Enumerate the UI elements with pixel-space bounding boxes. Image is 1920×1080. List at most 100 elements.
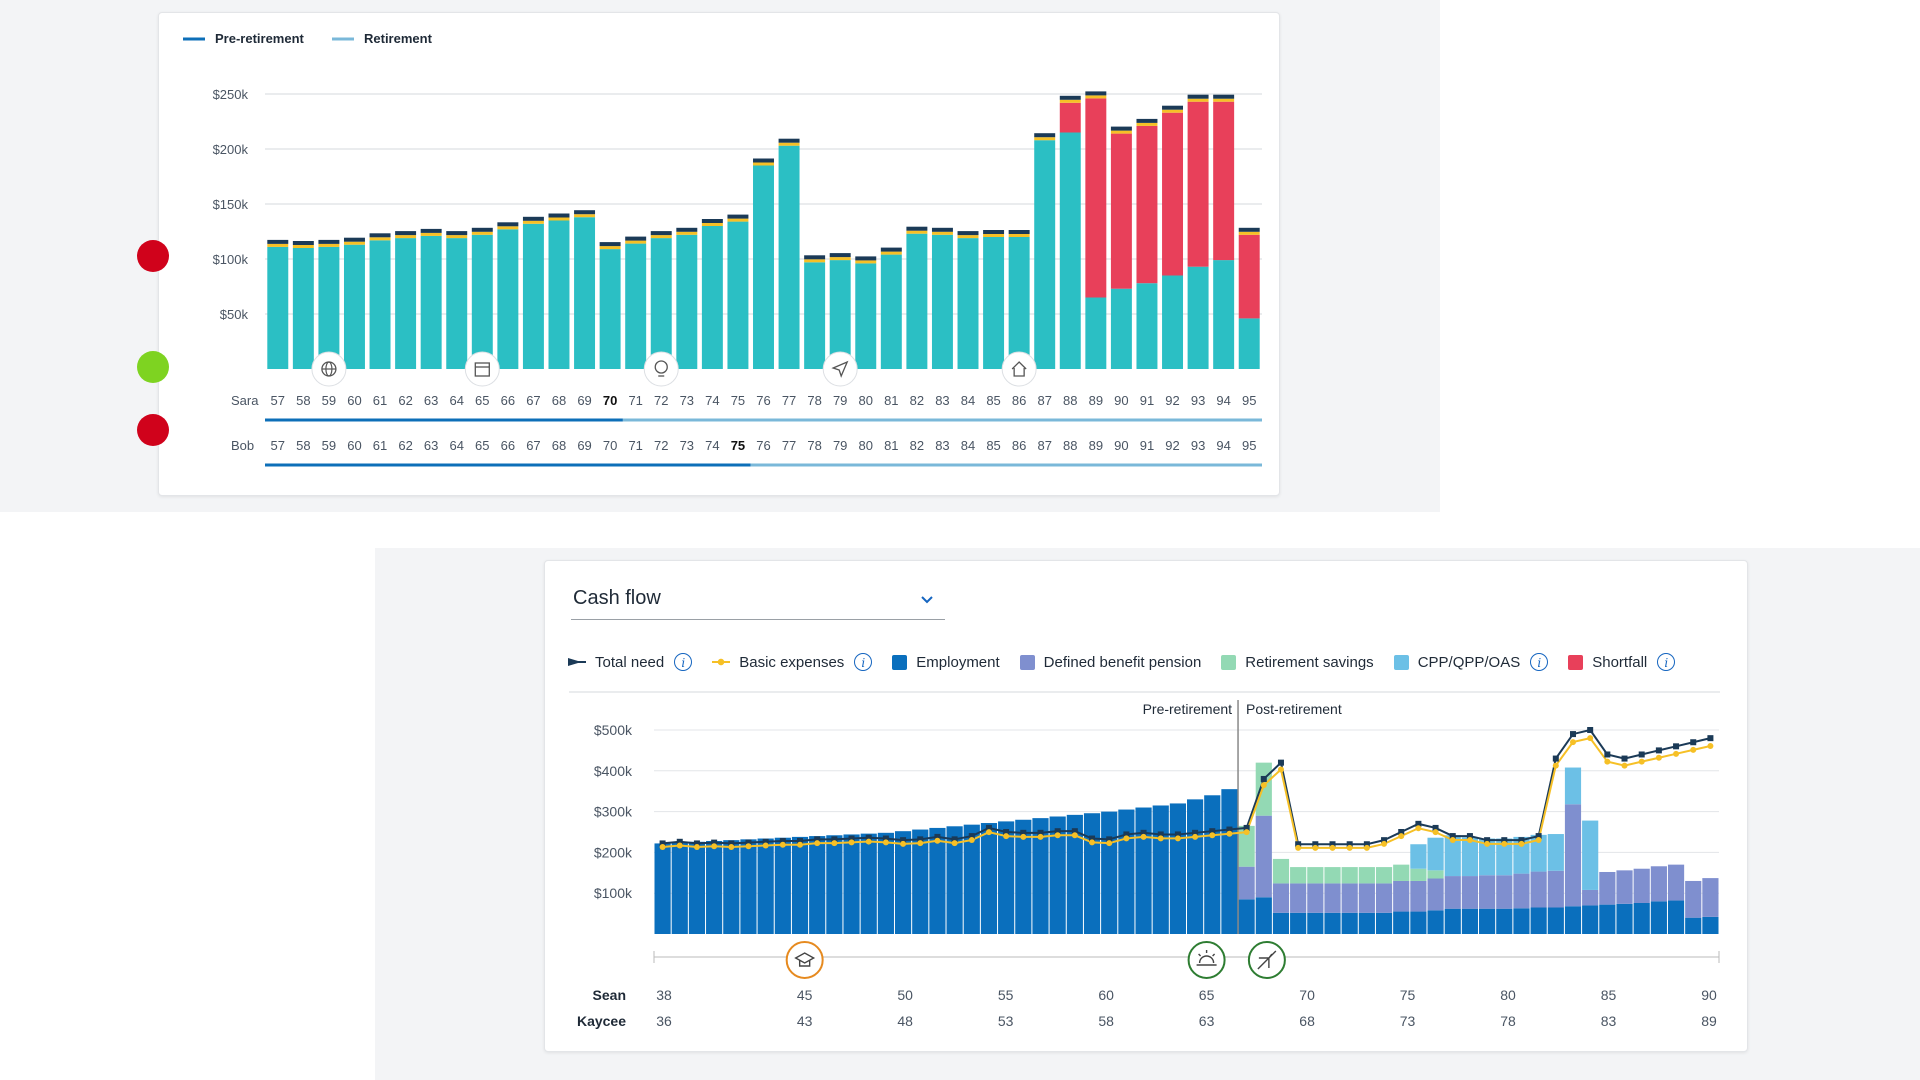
basic-expenses-point [1209, 832, 1216, 839]
legend-label: Defined benefit pension [1043, 653, 1202, 671]
bar-employment [1307, 912, 1324, 934]
bar-employment [1702, 916, 1719, 934]
bar-expense-line [1085, 95, 1107, 99]
total-need-point [1123, 831, 1130, 838]
basic-expenses-point [1174, 835, 1181, 842]
age-label: 84 [961, 438, 975, 453]
bar-teal [829, 260, 851, 369]
event-marker[interactable] [1247, 941, 1286, 979]
event-marker[interactable] [1187, 941, 1226, 979]
graduation-cap-icon [785, 941, 824, 979]
age-tick-label: 43 [797, 1013, 813, 1029]
bar-retirement-savings [1238, 825, 1255, 867]
age-label: 77 [782, 438, 796, 453]
bar-expense-line [829, 257, 851, 261]
bar-expense-line [395, 235, 417, 239]
status-dot-green [137, 351, 169, 383]
bar-expense-line [701, 223, 723, 226]
bar-expense-line [522, 220, 544, 224]
legend-item[interactable]: Total need i [568, 653, 693, 671]
total-need-point [1174, 831, 1181, 838]
age-label: 67 [526, 438, 540, 453]
legend-item[interactable]: Basic expenses i [712, 653, 873, 671]
bar-expense-line [931, 231, 953, 235]
age-tick-label: 53 [998, 1013, 1014, 1029]
bar-employment [946, 826, 963, 934]
info-icon[interactable]: i [674, 653, 693, 671]
bar-shortfall [1162, 112, 1184, 276]
legend-item[interactable]: CPP/QPP/OAS i [1393, 653, 1549, 671]
bar-retirement-savings [1427, 870, 1444, 879]
bar-db-pension [1255, 815, 1272, 898]
bar-expense-line [599, 246, 621, 250]
legend-item[interactable]: Defined benefit pension [1019, 653, 1202, 671]
bar-cpp [1410, 844, 1427, 869]
bar-retirement-savings [1324, 867, 1341, 884]
event-marker[interactable] [822, 351, 858, 387]
info-icon[interactable]: i [1530, 653, 1549, 671]
bar-retirement-savings [1410, 868, 1427, 881]
info-icon[interactable]: i [1657, 653, 1676, 671]
basic-expenses-point [1484, 840, 1491, 847]
bar-teal [1034, 140, 1056, 369]
bar-cpp [1461, 837, 1479, 877]
age-label: 77 [782, 393, 796, 408]
total-need-point [1346, 841, 1353, 848]
age-label: 79 [833, 393, 847, 408]
bar-teal [446, 238, 468, 369]
total-need-point [1157, 831, 1164, 838]
age-label: 80 [859, 393, 873, 408]
age-tick-label: 78 [1500, 1013, 1516, 1029]
bar-expense-line [650, 235, 672, 239]
lightbulb-icon-bulb [654, 360, 668, 374]
basic-expenses-point [745, 843, 752, 850]
basic-expenses-point [1655, 754, 1662, 761]
y-tick-label: $400k [594, 763, 633, 779]
info-icon[interactable]: i [854, 653, 873, 671]
basic-expenses-point [1449, 836, 1456, 843]
chart-type-dropdown[interactable]: Cash flow [571, 585, 945, 620]
bar-db-pension [1633, 868, 1650, 903]
bar-employment [1530, 907, 1547, 934]
total-need-point [762, 838, 769, 845]
age-label: 83 [935, 438, 949, 453]
legend-item[interactable]: Retirement savings [1221, 654, 1374, 671]
bar-db-pension [1238, 866, 1255, 900]
bar-employment [1272, 912, 1290, 934]
age-tick-label: 60 [1098, 987, 1114, 1003]
bar-employment [1341, 912, 1358, 934]
age-label: 95 [1242, 393, 1256, 408]
total-need-point [1655, 747, 1662, 754]
bar-employment [1066, 814, 1083, 934]
age-label: 93 [1191, 438, 1205, 453]
bar-expense-line [1034, 137, 1056, 141]
bar-teal [343, 244, 365, 369]
event-marker[interactable] [785, 941, 824, 979]
event-marker[interactable] [643, 351, 679, 387]
total-need-point [831, 836, 838, 843]
calendar-icon [464, 351, 500, 387]
bar-total-cap [369, 233, 391, 238]
legend-label: Pre-retirement [215, 31, 305, 46]
age-label: 59 [322, 393, 336, 408]
bar-expense-line [1213, 98, 1235, 102]
event-marker[interactable] [464, 351, 500, 387]
event-marker[interactable] [311, 351, 347, 387]
total-need-point [968, 833, 975, 840]
bar-shortfall [1136, 125, 1158, 284]
event-marker[interactable] [1001, 351, 1037, 387]
legend-item[interactable]: Employment [892, 654, 1000, 671]
age-label: 72 [654, 393, 668, 408]
age-label: 65 [475, 393, 489, 408]
total-need-point [1707, 735, 1714, 742]
total-need-point [951, 836, 958, 843]
total-need-point [1071, 828, 1078, 835]
bar-db-pension [1341, 883, 1358, 913]
basic-expenses-point [1329, 844, 1336, 851]
legend-item[interactable]: Shortfall i [1568, 653, 1676, 671]
basic-expenses-point [1037, 833, 1044, 840]
bar-db-pension [1685, 880, 1702, 918]
bar-retirement-savings [1393, 864, 1410, 881]
bar-total-cap [1008, 230, 1030, 234]
bar-employment [1633, 902, 1650, 934]
